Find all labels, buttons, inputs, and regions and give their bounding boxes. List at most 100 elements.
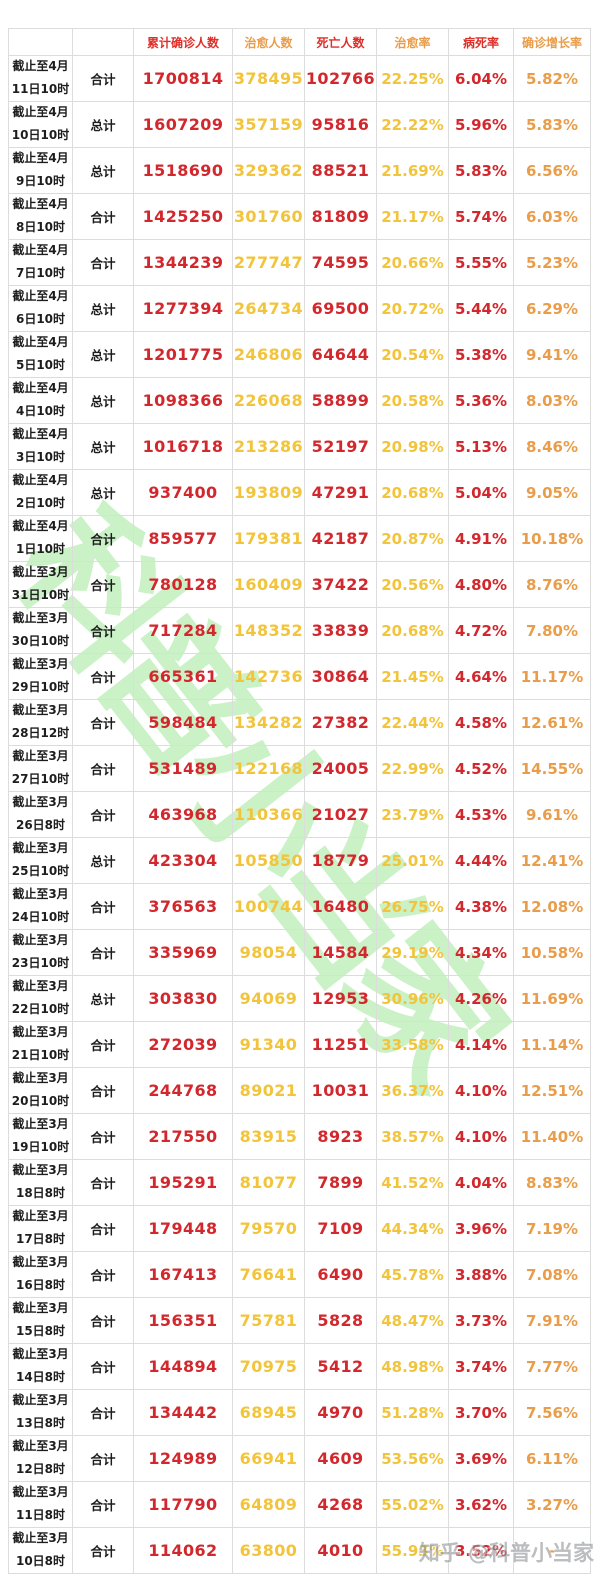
- total-label-cell: 总计: [72, 331, 134, 378]
- date-stack: 截止至4月 7日10时: [10, 243, 72, 282]
- date-line-2: 12日8时: [15, 1462, 66, 1477]
- date-line-1: 截止至3月: [12, 1485, 69, 1499]
- date-line-1: 截止至3月: [12, 565, 69, 579]
- cure-rate-cell: 30.96%: [376, 975, 449, 1022]
- date-line-2: 20日10时: [11, 1094, 70, 1109]
- date-line-1: 截止至3月: [12, 1531, 69, 1545]
- fatality-rate-cell: 5.44%: [448, 285, 514, 332]
- date-line-1: 截止至4月: [12, 473, 69, 487]
- date-cell: 截止至3月 23日10时: [8, 929, 73, 976]
- total-label-cell: 合计: [72, 1481, 134, 1528]
- fatality-rate-cell: 3.69%: [448, 1435, 514, 1482]
- total-label-cell: 合计: [72, 55, 134, 102]
- cure-rate-cell: 45.78%: [376, 1251, 449, 1298]
- table-row: 截止至3月 29日10时 合计 665361 142736 30864 21.45% 4.64…: [8, 653, 591, 700]
- date-cell: 截止至3月 18日8时: [8, 1159, 73, 1206]
- date-cell: 截止至3月 30日10时: [8, 607, 73, 654]
- cured-cell: 70975: [232, 1343, 305, 1390]
- total-label-cell: 合计: [72, 1297, 134, 1344]
- cure-rate-cell: 51.28%: [376, 1389, 449, 1436]
- column-header-cured: 治愈人数: [232, 28, 305, 56]
- table-row: 截止至4月 1日10时 合计 859577 179381 42187 20.87% 4.91%…: [8, 515, 591, 562]
- table-row: 截止至3月 26日8时 合计 463968 110366 21027 23.79% 4.53%…: [8, 791, 591, 838]
- deaths-cell: 5412: [304, 1343, 377, 1390]
- date-stack: 截止至3月 30日10时: [10, 611, 72, 650]
- deaths-cell: 95816: [304, 101, 377, 148]
- date-line-1: 截止至4月: [12, 289, 69, 303]
- growth-rate-cell: 11.17%: [513, 653, 591, 700]
- cured-cell: 213286: [232, 423, 305, 470]
- fatality-rate-cell: 4.53%: [448, 791, 514, 838]
- cure-rate-cell: 36.37%: [376, 1067, 449, 1114]
- table-row: 截止至3月 17日8时 合计 179448 79570 7109 44.34% 3.96% 7.…: [8, 1205, 591, 1252]
- cured-cell: 64809: [232, 1481, 305, 1528]
- date-line-2: 10日10时: [11, 128, 70, 143]
- date-line-1: 截止至3月: [12, 1071, 69, 1085]
- fatality-rate-cell: 4.10%: [448, 1113, 514, 1160]
- cured-cell: 134282: [232, 699, 305, 746]
- column-header-confirmed: 累计确诊人数: [133, 28, 233, 56]
- deaths-cell: 74595: [304, 239, 377, 286]
- fatality-rate-cell: 4.91%: [448, 515, 514, 562]
- cure-rate-cell: 25.01%: [376, 837, 449, 884]
- date-cell: 截止至3月 27日10时: [8, 745, 73, 792]
- fatality-rate-cell: 4.64%: [448, 653, 514, 700]
- date-line-2: 21日10时: [11, 1048, 70, 1063]
- cured-cell: 329362: [232, 147, 305, 194]
- fatality-rate-cell: 4.80%: [448, 561, 514, 608]
- confirmed-cell: 859577: [133, 515, 233, 562]
- deaths-cell: 102766: [304, 55, 377, 102]
- date-stack: 截止至3月 17日8时: [10, 1209, 72, 1248]
- date-line-2: 19日10时: [11, 1140, 70, 1155]
- growth-rate-cell: 7.91%: [513, 1297, 591, 1344]
- total-label-cell: 合计: [72, 791, 134, 838]
- date-cell: 截止至3月 17日8时: [8, 1205, 73, 1252]
- fatality-rate-cell: 3.70%: [448, 1389, 514, 1436]
- cure-rate-cell: 26.75%: [376, 883, 449, 930]
- table-row: 截止至3月 24日10时 合计 376563 100744 16480 26.75% 4.38…: [8, 883, 591, 930]
- confirmed-cell: 1518690: [133, 147, 233, 194]
- cured-cell: 68945: [232, 1389, 305, 1436]
- date-line-2: 9日10时: [15, 174, 66, 189]
- total-label-cell: 合计: [72, 1343, 134, 1390]
- confirmed-cell: 665361: [133, 653, 233, 700]
- table-row: 截止至3月 10日8时 合计 114062 63800 4010 55.93% 3.52% -: [8, 1527, 591, 1574]
- date-line-1: 截止至3月: [12, 795, 69, 809]
- date-cell: 截止至3月 16日8时: [8, 1251, 73, 1298]
- confirmed-cell: 376563: [133, 883, 233, 930]
- date-stack: 截止至4月 2日10时: [10, 473, 72, 512]
- date-stack: 截止至3月 13日8时: [10, 1393, 72, 1432]
- confirmed-cell: 303830: [133, 975, 233, 1022]
- column-header-fatality-rate: 病死率: [448, 28, 514, 56]
- date-cell: 截止至4月 5日10时: [8, 331, 73, 378]
- cured-cell: 357159: [232, 101, 305, 148]
- cured-cell: 79570: [232, 1205, 305, 1252]
- date-line-2: 18日8时: [15, 1186, 66, 1201]
- date-cell: 截止至3月 31日10时: [8, 561, 73, 608]
- growth-rate-cell: 12.61%: [513, 699, 591, 746]
- deaths-cell: 21027: [304, 791, 377, 838]
- date-stack: 截止至3月 11日8时: [10, 1485, 72, 1524]
- deaths-cell: 33839: [304, 607, 377, 654]
- cured-cell: 76641: [232, 1251, 305, 1298]
- growth-rate-cell: 7.19%: [513, 1205, 591, 1252]
- deaths-cell: 5828: [304, 1297, 377, 1344]
- date-stack: 截止至3月 22日10时: [10, 979, 72, 1018]
- date-line-2: 15日8时: [15, 1324, 66, 1339]
- deaths-cell: 24005: [304, 745, 377, 792]
- table-row: 截止至3月 21日10时 合计 272039 91340 11251 33.58% 4.14%…: [8, 1021, 591, 1068]
- total-label-cell: 合计: [72, 1113, 134, 1160]
- column-header-total-label: [72, 28, 134, 56]
- total-label-cell: 合计: [72, 883, 134, 930]
- column-header-deaths: 死亡人数: [304, 28, 377, 56]
- table-row: 截止至4月 8日10时 合计 1425250 301760 81809 21.17% 5.74…: [8, 193, 591, 240]
- deaths-cell: 6490: [304, 1251, 377, 1298]
- confirmed-cell: 117790: [133, 1481, 233, 1528]
- total-label-cell: 合计: [72, 1527, 134, 1574]
- growth-rate-cell: 9.05%: [513, 469, 591, 516]
- date-stack: 截止至3月 25日10时: [10, 841, 72, 880]
- date-cell: 截止至4月 7日10时: [8, 239, 73, 286]
- total-label-cell: 合计: [72, 239, 134, 286]
- table-row: 截止至4月 9日10时 总计 1518690 329362 88521 21.69% 5.83…: [8, 147, 591, 194]
- total-label-cell: 合计: [72, 1021, 134, 1068]
